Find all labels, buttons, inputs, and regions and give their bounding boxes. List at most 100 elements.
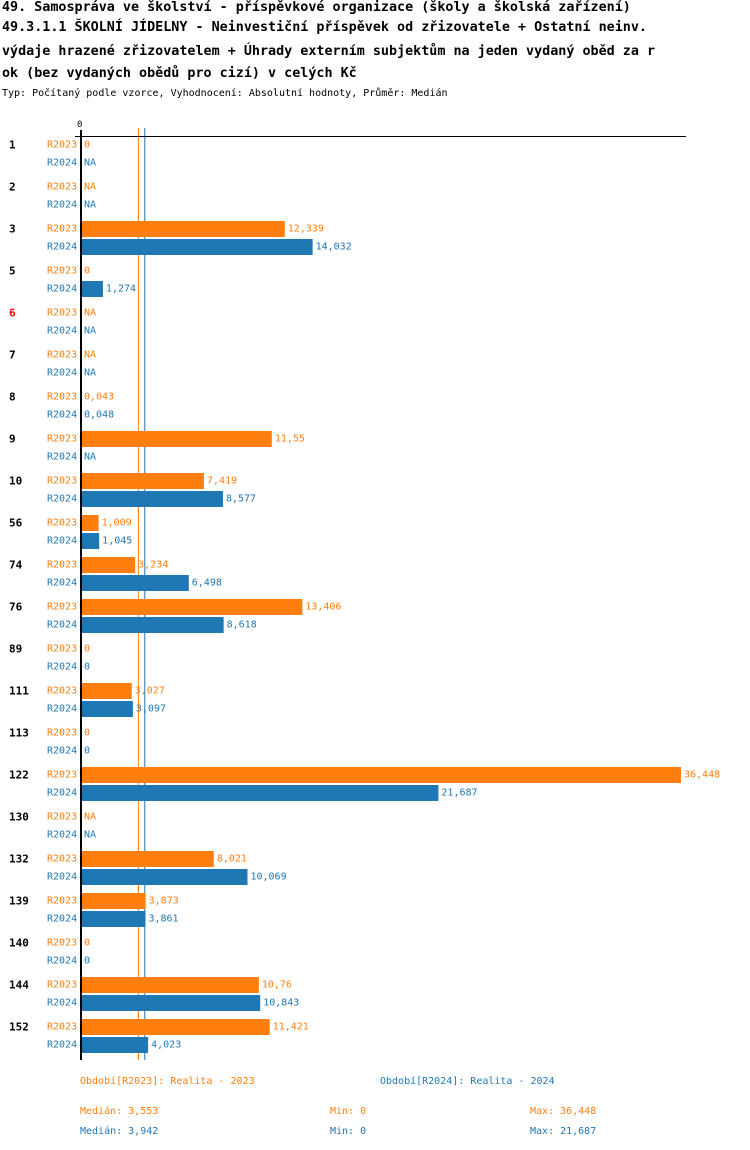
data-label-r2024: 0,048 xyxy=(84,410,114,421)
legend-r2023-min: Min: 0 xyxy=(330,1106,367,1117)
bar-r2023 xyxy=(82,767,681,783)
series-label-r2024: R2024 xyxy=(47,1040,77,1051)
data-label-r2023: 0 xyxy=(84,266,90,277)
series-label-r2023: R2023 xyxy=(47,560,77,571)
series-label-r2023: R2023 xyxy=(47,224,77,235)
series-label-r2023: R2023 xyxy=(47,308,77,319)
bar-r2024 xyxy=(82,533,100,549)
bar-r2023 xyxy=(82,1019,270,1035)
data-label-r2023: NA xyxy=(84,308,96,319)
data-label-r2023: 12,339 xyxy=(288,224,324,235)
series-label-r2024: R2024 xyxy=(47,872,77,883)
chart-title-line-1: 49. Samospráva ve školství - příspěvkové… xyxy=(2,0,631,15)
series-label-r2024: R2024 xyxy=(47,956,77,967)
series-label-r2024: R2024 xyxy=(47,998,77,1009)
category-label: 140 xyxy=(9,937,29,950)
legend-r2023-max: Max: 36,448 xyxy=(530,1106,597,1117)
bar-r2024 xyxy=(82,911,146,927)
series-label-r2024: R2024 xyxy=(47,704,77,715)
category-label: 144 xyxy=(9,979,29,992)
series-label-r2023: R2023 xyxy=(47,644,77,655)
series-label-r2024: R2024 xyxy=(47,200,77,211)
chart-title-line-2: 49.3.1.1 ŠKOLNÍ JÍDELNY - Neinvestiční p… xyxy=(2,20,647,35)
series-label-r2024: R2024 xyxy=(47,326,77,337)
data-label-r2023: NA xyxy=(84,350,96,361)
legend-r2024-period: Období[R2024]: Realita - 2024 xyxy=(380,1076,555,1087)
series-label-r2024: R2024 xyxy=(47,242,77,253)
bar-r2023 xyxy=(82,221,285,237)
data-label-r2024: NA xyxy=(84,368,96,379)
data-label-r2024: NA xyxy=(84,326,96,337)
data-label-r2023: 11,55 xyxy=(275,434,305,445)
series-label-r2024: R2024 xyxy=(47,788,77,799)
series-label-r2024: R2024 xyxy=(47,410,77,421)
category-label: 76 xyxy=(9,601,23,614)
series-label-r2023: R2023 xyxy=(47,980,77,991)
series-label-r2023: R2023 xyxy=(47,350,77,361)
data-label-r2023: 3,873 xyxy=(149,896,179,907)
bar-r2024 xyxy=(82,995,261,1011)
data-label-r2024: NA xyxy=(84,452,96,463)
data-label-r2024: 21,687 xyxy=(441,788,477,799)
category-label: 10 xyxy=(9,475,22,488)
series-label-r2023: R2023 xyxy=(47,266,77,277)
data-label-r2024: NA xyxy=(84,200,96,211)
data-label-r2023: 7,419 xyxy=(207,476,237,487)
data-label-r2024: 1,274 xyxy=(106,284,136,295)
data-label-r2023: 0 xyxy=(84,938,90,949)
data-label-r2024: NA xyxy=(84,158,96,169)
bar-r2023 xyxy=(82,851,214,867)
bar-r2024 xyxy=(82,239,313,255)
category-label: 130 xyxy=(9,811,29,824)
category-label: 132 xyxy=(9,853,29,866)
category-label: 1 xyxy=(9,139,16,152)
category-label: 152 xyxy=(9,1021,29,1034)
bar-r2023 xyxy=(82,473,204,489)
category-label: 3 xyxy=(9,223,16,236)
data-label-r2024: 0 xyxy=(84,746,90,757)
data-label-r2023: 1,009 xyxy=(102,518,132,529)
series-label-r2023: R2023 xyxy=(47,728,77,739)
series-label-r2023: R2023 xyxy=(47,1022,77,1033)
legend-r2023-median: Medián: 3,553 xyxy=(80,1106,159,1117)
chart-title-line-3: výdaje hrazené zřizovatelem + Úhrady ext… xyxy=(2,44,656,59)
series-label-r2024: R2024 xyxy=(47,620,77,631)
data-label-r2023: 13,406 xyxy=(305,602,341,613)
bar-r2023 xyxy=(82,683,132,699)
series-label-r2024: R2024 xyxy=(47,746,77,757)
series-label-r2023: R2023 xyxy=(47,896,77,907)
category-label: 122 xyxy=(9,769,29,782)
data-label-r2024: 3,861 xyxy=(148,914,178,925)
data-label-r2024: 10,843 xyxy=(263,998,299,1009)
category-label: 2 xyxy=(9,181,16,194)
category-label: 74 xyxy=(9,559,23,572)
data-label-r2024: 1,045 xyxy=(102,536,132,547)
bar-r2024 xyxy=(82,491,223,507)
bar-r2023 xyxy=(82,431,272,447)
series-label-r2024: R2024 xyxy=(47,158,77,169)
data-label-r2024: 0 xyxy=(84,956,90,967)
data-label-r2024: 6,498 xyxy=(192,578,222,589)
data-label-r2023: 11,421 xyxy=(273,1022,309,1033)
bar-r2023 xyxy=(82,977,259,993)
category-label: 139 xyxy=(9,895,29,908)
data-label-r2024: 0 xyxy=(84,662,90,673)
data-label-r2023: 3,027 xyxy=(135,686,165,697)
data-label-r2024: 3,097 xyxy=(136,704,166,715)
chart-title-line-4: ok (bez vydaných obědů pro cizí) v celýc… xyxy=(2,66,357,81)
series-label-r2024: R2024 xyxy=(47,452,77,463)
bar-r2024 xyxy=(82,281,103,297)
data-label-r2023: 0 xyxy=(84,140,90,151)
series-label-r2023: R2023 xyxy=(47,770,77,781)
series-label-r2023: R2023 xyxy=(47,854,77,865)
series-label-r2024: R2024 xyxy=(47,578,77,589)
series-label-r2024: R2024 xyxy=(47,914,77,925)
data-label-r2024: 10,069 xyxy=(250,872,286,883)
series-label-r2024: R2024 xyxy=(47,494,77,505)
series-label-r2024: R2024 xyxy=(47,368,77,379)
data-label-r2024: 4,023 xyxy=(151,1040,181,1051)
category-label: 113 xyxy=(9,727,29,740)
data-label-r2024: 14,032 xyxy=(316,242,352,253)
data-label-r2023: 3,234 xyxy=(138,560,168,571)
